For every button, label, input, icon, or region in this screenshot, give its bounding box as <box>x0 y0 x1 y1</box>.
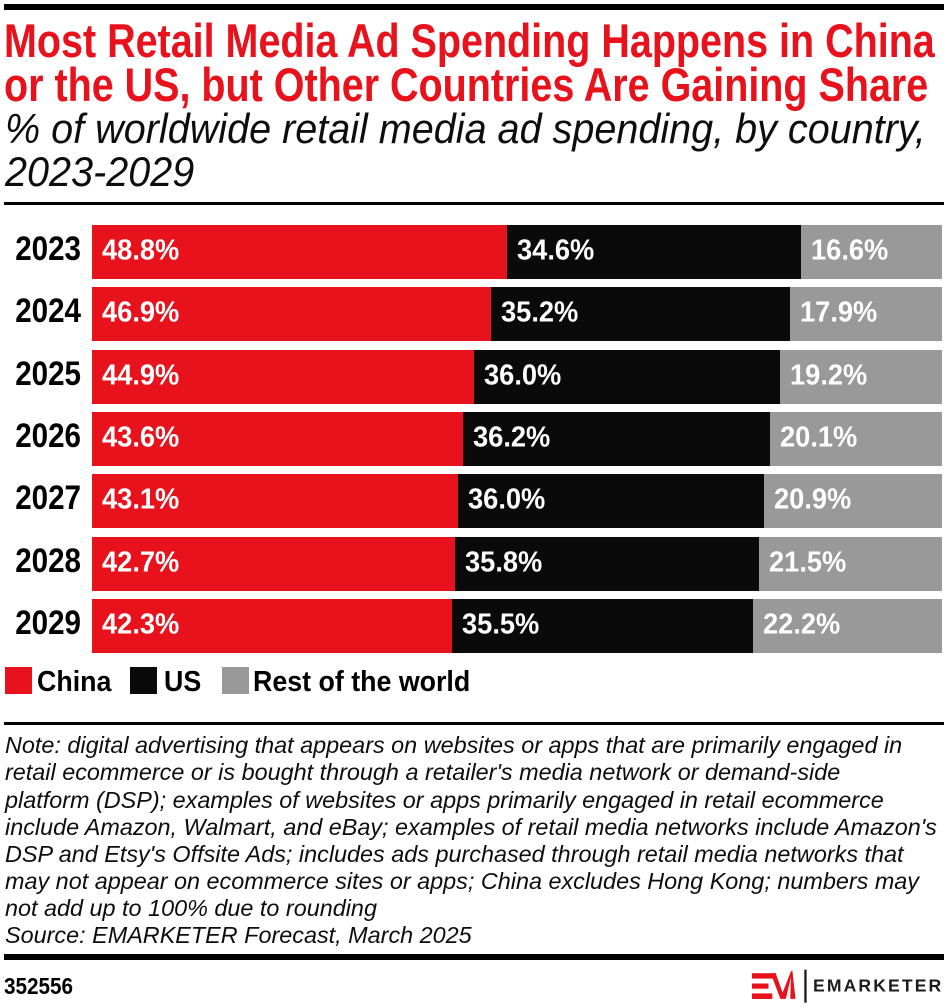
svg-text:EMARKETER: EMARKETER <box>813 976 943 996</box>
